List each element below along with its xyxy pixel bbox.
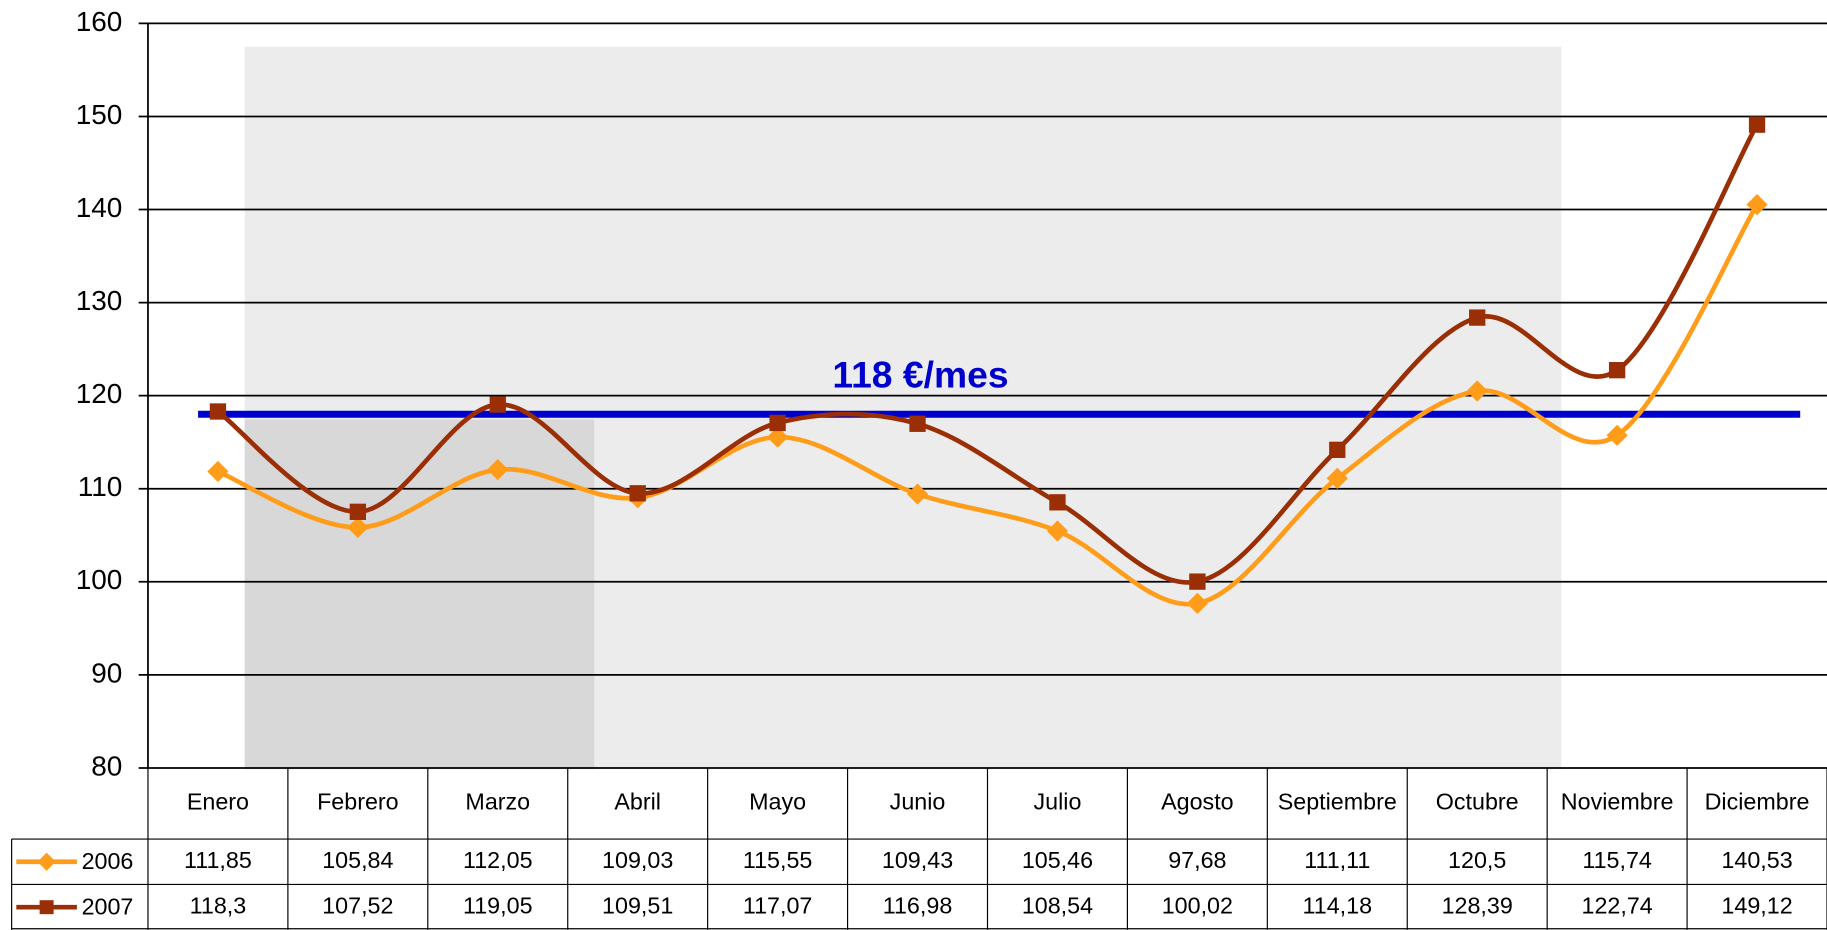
y-tick-label: 130 bbox=[76, 285, 123, 316]
y-tick-label: 140 bbox=[76, 192, 123, 223]
x-tick-label: Octubre bbox=[1436, 789, 1519, 815]
marker bbox=[1189, 573, 1205, 589]
table-value: 149,12 bbox=[1721, 892, 1792, 918]
table-value: 109,51 bbox=[602, 892, 673, 918]
table-value: 111,11 bbox=[1304, 847, 1370, 873]
table-value: 140,53 bbox=[1721, 847, 1792, 873]
marker bbox=[769, 415, 785, 431]
table-value: 115,74 bbox=[1582, 847, 1652, 873]
x-tick-label: Noviembre bbox=[1561, 789, 1674, 815]
marker bbox=[40, 900, 54, 914]
marker bbox=[1746, 194, 1767, 215]
marker bbox=[1329, 442, 1345, 458]
x-tick-label: Septiembre bbox=[1278, 789, 1397, 815]
y-tick-label: 160 bbox=[76, 6, 123, 37]
table-value: 107,52 bbox=[322, 892, 393, 918]
table-value: 118,3 bbox=[190, 892, 247, 918]
table-value: 112,05 bbox=[463, 847, 533, 873]
table-value: 114,18 bbox=[1303, 892, 1373, 918]
table-value: 109,03 bbox=[602, 847, 673, 873]
table-value: 116,98 bbox=[883, 892, 953, 918]
y-tick-label: 90 bbox=[91, 657, 122, 688]
table-value: 105,46 bbox=[1022, 847, 1093, 873]
x-tick-label: Diciembre bbox=[1705, 789, 1810, 815]
table-value: 120,5 bbox=[1448, 847, 1506, 873]
legend-label: 2006 bbox=[82, 848, 134, 874]
page: {"chart_data": {"type": "line", "categor… bbox=[0, 0, 1827, 930]
table-value: 97,68 bbox=[1168, 847, 1226, 873]
table-value: 105,84 bbox=[322, 847, 393, 873]
table-value: 108,54 bbox=[1022, 892, 1093, 918]
x-tick-label: Agosto bbox=[1161, 789, 1234, 815]
x-tick-label: Julio bbox=[1033, 789, 1081, 815]
y-tick-label: 150 bbox=[76, 99, 123, 130]
marker bbox=[1049, 494, 1065, 510]
marker bbox=[207, 461, 228, 482]
table-value: 128,39 bbox=[1442, 892, 1513, 918]
x-tick-label: Abril bbox=[614, 789, 661, 815]
table-value: 111,85 bbox=[184, 847, 252, 873]
marker bbox=[909, 416, 925, 432]
y-tick-label: 80 bbox=[91, 750, 122, 781]
legend-label: 2007 bbox=[82, 894, 134, 920]
background-photo-shade bbox=[245, 420, 595, 770]
x-tick-label: Marzo bbox=[465, 789, 530, 815]
table-value: 119,05 bbox=[463, 892, 533, 918]
x-tick-label: Mayo bbox=[749, 789, 806, 815]
table-value: 117,07 bbox=[743, 892, 813, 918]
chart: 80 90 100 110 120 130 140 150 160 118 €/mes Enero F… bbox=[0, 0, 1827, 930]
table-value: 100,02 bbox=[1162, 892, 1233, 918]
marker bbox=[210, 403, 226, 419]
table-value: 122,74 bbox=[1581, 892, 1652, 918]
x-tick-label: Junio bbox=[890, 789, 946, 815]
reference-label: 118 €/mes bbox=[832, 353, 1008, 395]
y-tick-label: 120 bbox=[76, 378, 123, 409]
y-tick-label: 110 bbox=[78, 471, 123, 502]
marker bbox=[38, 853, 56, 871]
marker bbox=[350, 504, 366, 520]
marker bbox=[1469, 309, 1485, 325]
marker bbox=[630, 485, 646, 501]
table-value: 115,55 bbox=[743, 847, 813, 873]
table-value: 109,43 bbox=[882, 847, 953, 873]
marker bbox=[490, 396, 506, 412]
marker bbox=[1749, 116, 1765, 132]
marker bbox=[1609, 362, 1625, 378]
x-tick-label: Febrero bbox=[317, 789, 399, 815]
y-tick-label: 100 bbox=[76, 564, 123, 595]
x-tick-label: Enero bbox=[187, 789, 249, 815]
